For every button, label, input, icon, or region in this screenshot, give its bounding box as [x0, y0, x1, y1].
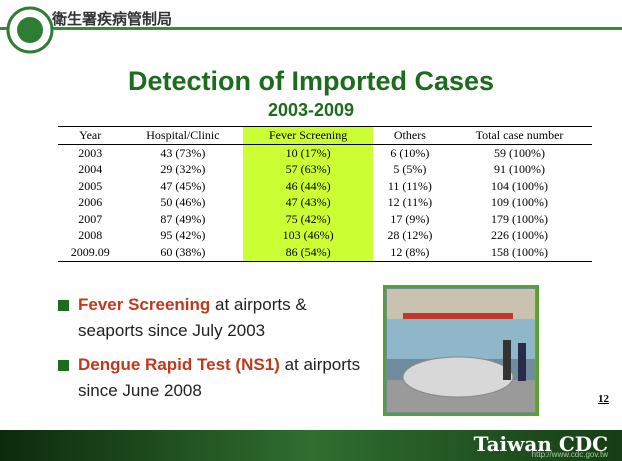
table-cell: 179 (100%) — [491, 211, 548, 226]
footer-url: http://www.cdc.gov.tw — [531, 450, 608, 459]
table-cell: 75 (42%) — [243, 211, 373, 228]
table-cell: 11 (11%) — [387, 178, 432, 193]
table-cell: 50 (46%) — [160, 195, 206, 210]
table-row: 2006 50 (46%) 47 (43%) 12 (11%) 109 (100%) — [58, 194, 592, 211]
bullet-text: at airports & seaports since July 2003 — [78, 295, 307, 340]
photo-person — [503, 340, 511, 380]
org-name: 衛生署疾病管制局 — [52, 10, 173, 28]
photo-counter — [402, 356, 514, 398]
table-cell: 2006 — [78, 195, 103, 210]
photo-person — [518, 343, 526, 381]
footer-brand: Taiwan CDC — [473, 432, 608, 456]
table-cell: 46 (44%) — [243, 178, 373, 195]
table-cell: 103 (46%) — [243, 227, 373, 244]
table-cell: 2003 — [78, 145, 103, 160]
logo-core — [17, 17, 43, 43]
column-header: Year — [58, 126, 123, 145]
table-cell: 47 (43%) — [243, 194, 373, 211]
table-cell: 47 (45%) — [160, 178, 206, 193]
table-cell: 29 (32%) — [160, 162, 206, 177]
header-row: Year Hospital/Clinic Fever Screening Others… — [58, 126, 592, 145]
table-cell: 226 (100%) — [491, 228, 548, 243]
bullet-bold: Dengue Rapid Test (NS1) — [78, 355, 280, 374]
table-cell: 57 (63%) — [243, 161, 373, 178]
table-cell: 95 (42%) — [160, 228, 206, 243]
footer-bar — [0, 430, 622, 461]
table-cell: 59 (100%) — [494, 145, 545, 160]
bullet-text: at airports since June 2008 — [78, 355, 361, 400]
cases-table: Year Hospital/Clinic Fever Screening Others… — [58, 126, 592, 262]
table-cell: 5 (5%) — [393, 162, 427, 177]
table-cell: 2005 — [78, 178, 103, 193]
table-cell: 17 (9%) — [390, 211, 430, 226]
header-rule — [0, 27, 622, 30]
table-cell: 91 (100%) — [494, 162, 545, 177]
table-cell: 10 (17%) — [243, 144, 373, 162]
table-cell: 2009.09 — [58, 244, 123, 262]
header-decor — [0, 6, 622, 54]
subtitle: 2003-2009 — [267, 100, 355, 120]
photo-sign — [403, 313, 513, 319]
table-cell: 104 (100%) — [491, 178, 548, 193]
bullet-bold: Fever Screening — [78, 295, 211, 314]
table-cell: 6 (10%) — [390, 145, 430, 160]
table-row: 2004 29 (32%) 57 (63%) 5 (5%) 91 (100%) — [58, 161, 592, 178]
table-cell: 158 (100%) — [447, 244, 592, 262]
photo — [383, 285, 539, 416]
table-cell: 86 (54%) — [243, 244, 373, 262]
table-cell: 28 (12%) — [387, 228, 433, 243]
table-cell: 109 (100%) — [491, 195, 548, 210]
title: Detection of Imported Cases — [127, 66, 495, 96]
column-header: Others — [372, 126, 448, 145]
table-cell: 60 (38%) — [122, 244, 244, 262]
column-header: Total case number — [447, 126, 592, 145]
photo-windows — [387, 319, 535, 359]
table-row: 2005 47 (45%) 46 (44%) 11 (11%) 104 (100%) — [58, 178, 592, 195]
table-row: 2009.09 60 (38%) 86 (54%) 12 (8%) 158 (100%) — [58, 244, 592, 262]
table-cell: 87 (49%) — [160, 211, 206, 226]
column-header: Fever Screening — [243, 126, 373, 145]
table-cell: 2007 — [78, 211, 103, 226]
table-body: 2003 43 (73%) 10 (17%) 6 (10%) 59 (100%) 2004… — [58, 144, 592, 262]
table-cell: 12 (8%) — [372, 244, 448, 262]
table-cell: 12 (11%) — [387, 195, 433, 210]
bullet: Dengue Rapid Test (NS1) at airports sinc… — [58, 352, 368, 404]
table-cell: 43 (73%) — [160, 145, 206, 160]
table-row: 2008 95 (42%) 103 (46%) 28 (12%) 226 (100%) — [58, 227, 592, 244]
bullet: Fever Screening at airports & seaports s… — [58, 292, 368, 344]
column-header: Hospital/Clinic — [122, 126, 244, 145]
table-cell: 2004 — [78, 162, 103, 177]
table-row: 2007 87 (49%) 75 (42%) 17 (9%) 179 (100%) — [58, 211, 592, 228]
table-row: 2003 43 (73%) 10 (17%) 6 (10%) 59 (100%) — [58, 144, 592, 162]
page-number: 12 — [598, 393, 609, 405]
table-cell: 2008 — [78, 228, 103, 243]
